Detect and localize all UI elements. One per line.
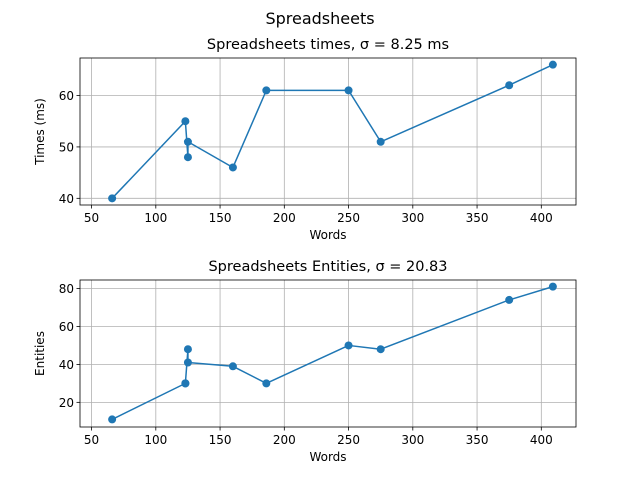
- times-chart-y-tick-label: 60: [59, 89, 74, 103]
- entities-chart-title: Spreadsheets Entities, σ = 20.83: [208, 259, 447, 275]
- times-chart-data-point: [376, 137, 385, 146]
- times-chart-data-point: [228, 163, 237, 172]
- entities-chart-data-point: [505, 295, 514, 304]
- entities-chart-y-tick-label: 60: [59, 320, 74, 334]
- times-chart-x-tick-label: 200: [273, 211, 296, 225]
- entities-chart-data-point: [344, 341, 353, 350]
- entities-chart-y-tick-label: 40: [59, 358, 74, 372]
- entities-chart-x-tick-label: 150: [209, 433, 232, 447]
- times-chart-data-point: [548, 60, 557, 69]
- times-chart-data-point: [183, 153, 192, 162]
- entities-chart-x-tick-label: 100: [144, 433, 167, 447]
- times-chart-data-point: [181, 117, 190, 126]
- entities-chart-data-point: [262, 379, 271, 388]
- times-chart-x-tick-label: 400: [530, 211, 553, 225]
- times-chart-series-line: [111, 64, 554, 199]
- figure-suptitle: Spreadsheets: [265, 9, 374, 28]
- entities-chart-data-point: [228, 362, 237, 371]
- times-chart-x-tick-label: 250: [337, 211, 360, 225]
- times-chart-x-tick-label: 150: [209, 211, 232, 225]
- entities-chart-x-tick-label: 400: [530, 433, 553, 447]
- entities-chart-x-tick-label: 350: [466, 433, 489, 447]
- times-chart-x-tick-label: 100: [144, 211, 167, 225]
- times-chart-x-tick-label: 50: [84, 211, 99, 225]
- entities-chart-data-point: [181, 379, 190, 388]
- entities-chart-y-tick-label: 20: [59, 396, 74, 410]
- entities-chart-y-axis-label: Entities: [33, 331, 47, 376]
- times-chart-data-point: [505, 81, 514, 90]
- entities-chart-series-line: [111, 285, 554, 421]
- times-chart-x-tick-label: 350: [466, 211, 489, 225]
- entities-chart-data-point: [183, 358, 192, 367]
- entities-chart-x-tick-label: 50: [84, 433, 99, 447]
- times-chart-data-point: [262, 86, 271, 95]
- entities-chart-axes-frame: [79, 279, 577, 428]
- entities-chart-y-tick-label: 80: [59, 282, 74, 296]
- entities-chart-x-tick-label: 300: [401, 433, 424, 447]
- entities-chart-x-tick-label: 250: [337, 433, 360, 447]
- times-chart-title: Spreadsheets times, σ = 8.25 ms: [207, 37, 449, 53]
- times-chart-y-axis-label: Times (ms): [33, 98, 47, 166]
- entities-chart: 50 100 150 200 250 300 350 400 20 40 60 80 Spreadshe…: [33, 259, 577, 464]
- entities-chart-x-tick-label: 200: [273, 433, 296, 447]
- entities-chart-data-point: [376, 345, 385, 354]
- times-chart-data-point: [183, 137, 192, 146]
- entities-chart-data-point: [548, 282, 557, 291]
- times-chart-y-tick-label: 40: [59, 192, 74, 206]
- times-chart-x-tick-label: 300: [401, 211, 424, 225]
- times-chart-data-point: [344, 86, 353, 95]
- times-chart-y-tick-label: 50: [59, 140, 74, 154]
- entities-chart-data-point: [183, 345, 192, 354]
- times-chart: 50 100 150 200 250 300 350 400 40 50 60 Spreadsheet…: [33, 37, 577, 242]
- times-chart-data-point: [108, 194, 117, 203]
- entities-chart-data-point: [108, 415, 117, 424]
- times-chart-axes-frame: [79, 57, 577, 206]
- times-chart-x-axis-label: Words: [309, 228, 346, 242]
- entities-chart-x-axis-label: Words: [309, 450, 346, 464]
